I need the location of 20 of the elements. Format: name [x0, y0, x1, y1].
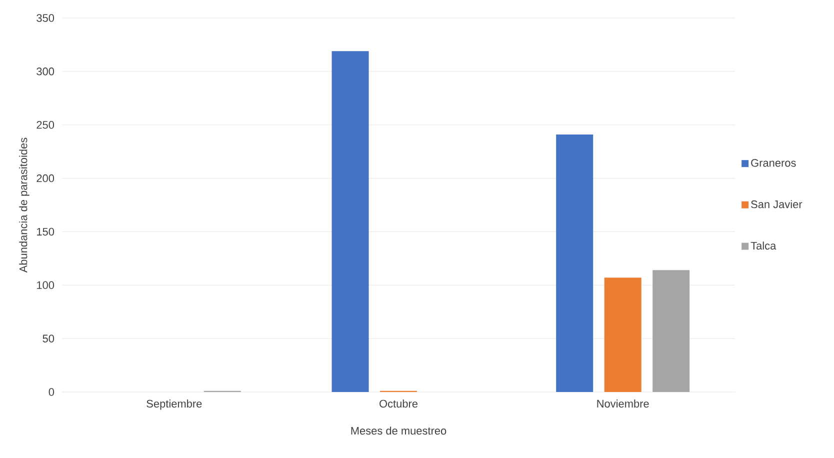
- y-tick-label: 250: [36, 120, 54, 129]
- y-tick-label: 50: [42, 334, 54, 342]
- x-tick-label: Noviembre: [597, 400, 649, 408]
- bar: [556, 134, 594, 392]
- bar: [652, 270, 690, 392]
- x-tick-label: Octubre: [380, 400, 418, 408]
- y-tick-label: 150: [37, 228, 54, 236]
- x-tick-label: Septiembre: [146, 400, 202, 410]
- y-tick-label: 350: [36, 14, 54, 22]
- bar: [332, 51, 369, 392]
- y-tick-label: 0: [48, 388, 54, 396]
- y-axis-title: Abundancia de parasitoides: [19, 138, 30, 273]
- legend-label: San Javier: [751, 200, 802, 208]
- y-tick-label: 100: [37, 281, 54, 290]
- legend-label: Talca: [750, 242, 776, 250]
- legend-label: Graneros: [751, 159, 796, 167]
- y-tick-label: 200: [36, 174, 54, 182]
- y-tick-label: 300: [36, 68, 54, 76]
- x-axis-title: Meses de muestreo: [351, 426, 446, 435]
- bar: [604, 278, 642, 392]
